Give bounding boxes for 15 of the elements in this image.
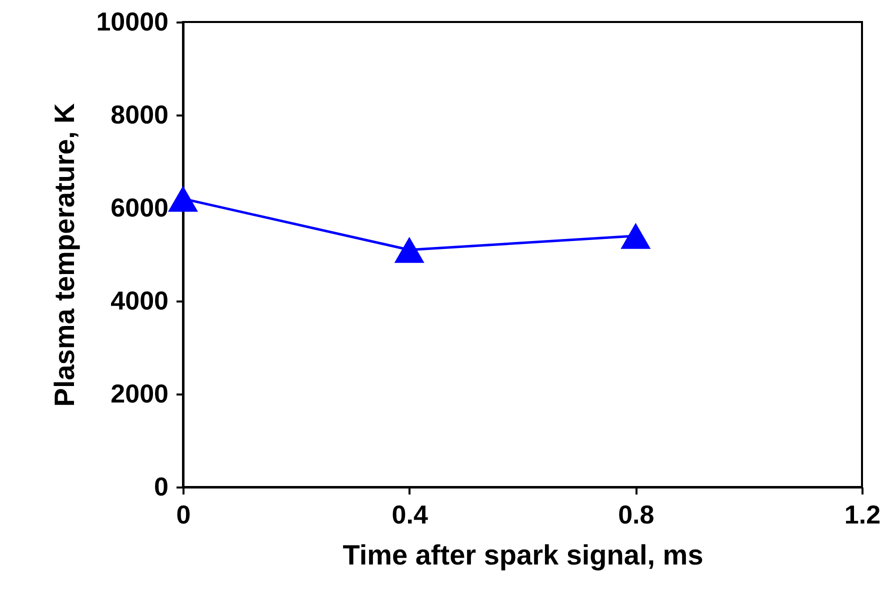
point	[168, 186, 198, 212]
x-tick-label: 0.8	[618, 500, 654, 530]
x-tick-label: 1.2	[844, 500, 881, 530]
y-axis-title: Plasma temperature, K	[49, 103, 80, 407]
x-tick-label: 0.4	[392, 500, 428, 530]
point	[394, 236, 424, 263]
y-tick-label: 8000	[110, 100, 168, 130]
y-tick-label: 10000	[96, 6, 168, 36]
x-axis-title: Time after spark signal, ms	[342, 540, 704, 570]
x-tick-label: 0	[176, 500, 191, 530]
y-tick-label: 6000	[110, 192, 168, 222]
y-tick-label: 4000	[110, 286, 168, 316]
point	[620, 222, 651, 249]
y-tick-label: 0	[154, 472, 168, 502]
y-tick-label: 2000	[110, 378, 168, 408]
